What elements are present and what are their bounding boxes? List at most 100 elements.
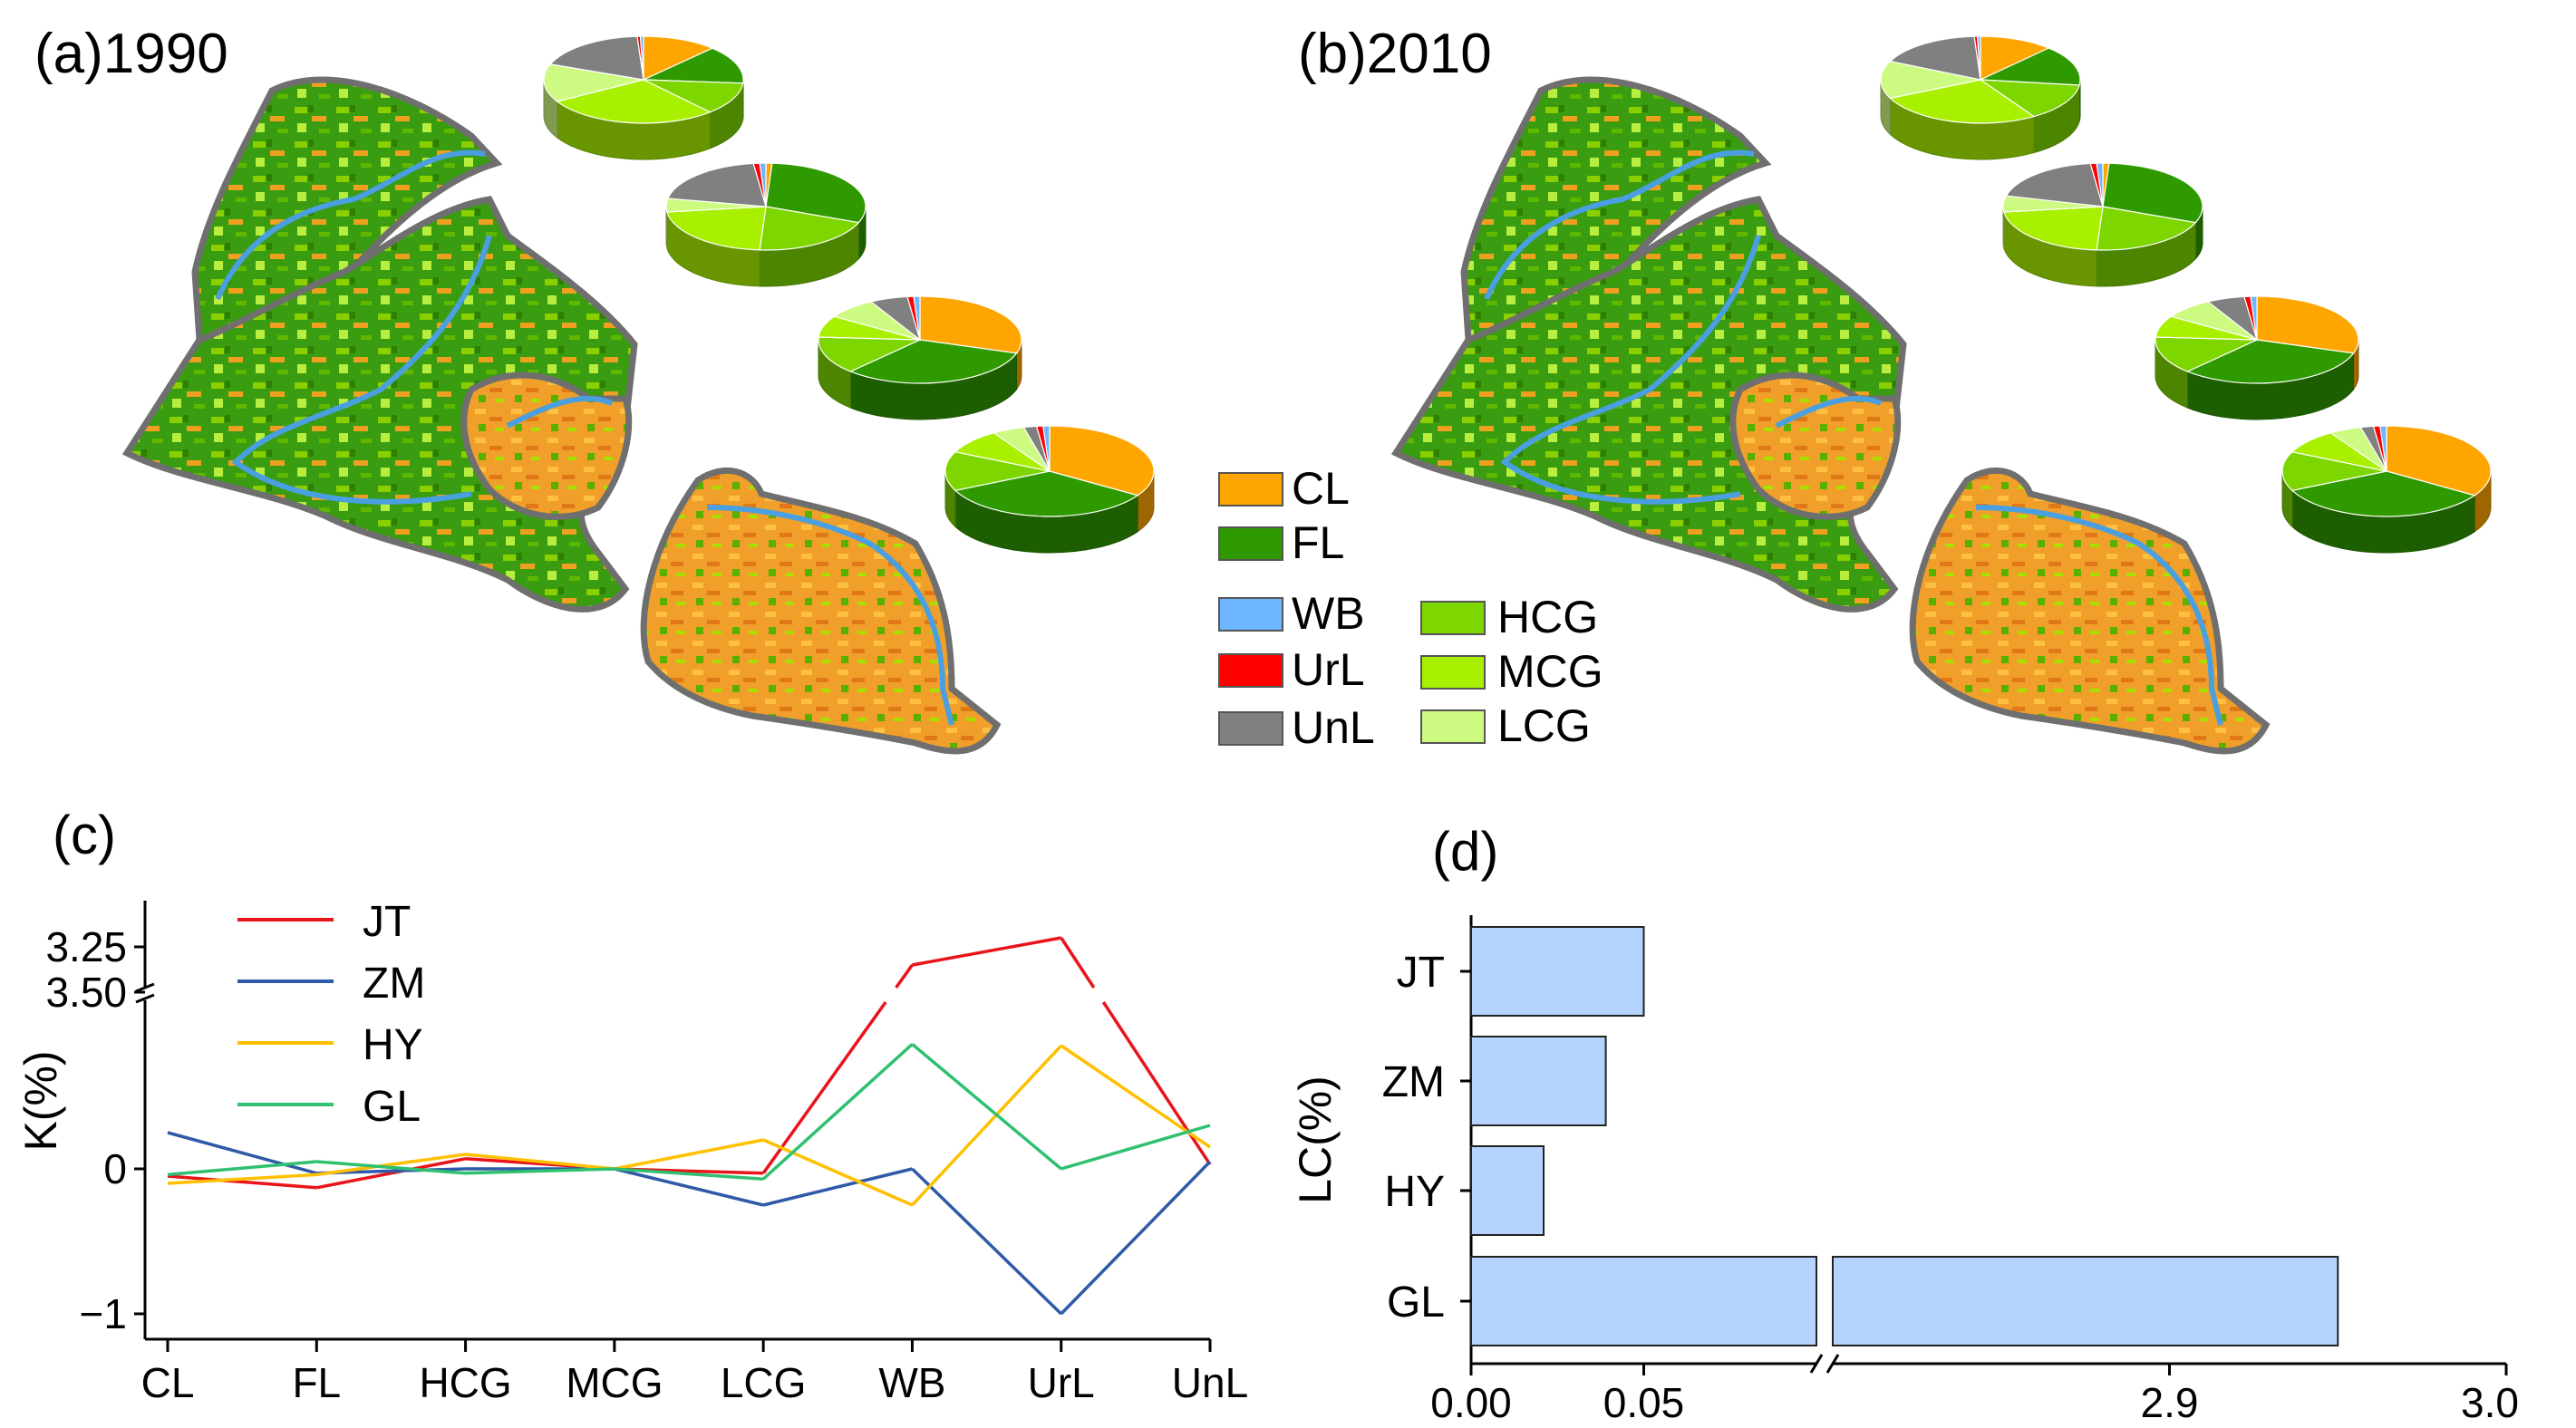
pie-2010-2	[2002, 162, 2203, 287]
line-segment	[762, 1138, 914, 1207]
series-JT	[167, 936, 1212, 1190]
legend-swatch-LCG	[1420, 709, 1486, 744]
bars	[1470, 926, 2339, 1346]
pie-slice-FL	[2290, 470, 2476, 517]
line-segment	[911, 1043, 1062, 1171]
pie-slice-FL	[643, 47, 744, 84]
line-segment	[761, 1000, 887, 1174]
bar-rect	[1832, 1256, 2339, 1346]
y-tick-label: ZM	[1382, 1058, 1445, 1106]
series-GL	[167, 1043, 1211, 1181]
x-tick-label: WB	[878, 1359, 945, 1406]
pie-slice-CL	[1980, 35, 2050, 81]
legend-label-HY: HY	[363, 1021, 423, 1069]
legend-label-UrL: UrL	[1292, 644, 1365, 695]
pie-2010-1	[1880, 35, 2081, 160]
x-tick-label: LCG	[721, 1359, 807, 1406]
legend-swatch-MCG	[1420, 655, 1486, 690]
watershed-gl	[1909, 467, 2271, 755]
line-segment	[895, 963, 914, 989]
legend-swatch-FL	[1218, 526, 1283, 561]
line-segment	[911, 1167, 1062, 1316]
x-tick-label: 3.0	[2461, 1379, 2519, 1426]
pie-slice-LCG	[543, 63, 644, 102]
y-tick-label: GL	[1387, 1278, 1445, 1327]
x-tick-label: FL	[292, 1359, 341, 1406]
pie-slice-UnL	[1889, 35, 1981, 81]
pie-slice-UnL	[667, 162, 767, 207]
pie-slice-FL	[2185, 339, 2355, 384]
pie-slice-HCG	[818, 336, 921, 372]
line-segment	[167, 1131, 317, 1175]
bar-JT	[1470, 926, 1645, 1017]
pie-slice-WB	[1042, 425, 1051, 472]
line-segment	[465, 1167, 615, 1175]
line-segment	[1060, 937, 1096, 989]
pie-charts-2010	[1880, 35, 2492, 554]
pie-slice-WB	[639, 35, 644, 81]
pie-slice-HCG	[759, 206, 860, 251]
panel-label-a: (a)1990	[34, 23, 228, 85]
line-segment	[1101, 1001, 1212, 1166]
x-ticks: CL FL HCG MCG LCG WB UrL UnL	[141, 1339, 1248, 1406]
line-segment	[761, 1043, 914, 1181]
pie-slice-HCG	[2281, 451, 2387, 491]
x-tick-label: UrL	[1028, 1359, 1095, 1406]
pie-charts-1990	[543, 35, 1155, 554]
series-HY	[167, 1044, 1211, 1207]
river-1990	[215, 150, 954, 726]
pie-slice-WB	[913, 295, 921, 341]
line-segment	[167, 1160, 317, 1177]
y-tick-label: 3.50	[45, 969, 127, 1016]
legend-swatch-WB	[1218, 597, 1283, 632]
pie-side	[543, 79, 744, 160]
x-tick-label: 0.00	[1430, 1379, 1512, 1426]
x-ticks: 0.00 0.05 2.9 3.0	[1430, 1364, 2519, 1426]
panel-label-b: (b)2010	[1298, 23, 1492, 85]
legend-label-UnL: UnL	[1292, 702, 1375, 753]
pie-slice-FL	[2102, 162, 2203, 224]
pie-2010-4	[2281, 425, 2492, 554]
bar-ZM	[1470, 1036, 1607, 1126]
pie-slice-HCG	[643, 79, 744, 113]
x-tick-label: 2.9	[2141, 1379, 2199, 1426]
river-2010	[1484, 150, 2223, 726]
y-tick-label: −1	[80, 1290, 127, 1337]
x-tick-label: 0.05	[1603, 1379, 1685, 1426]
y-axis-title: K(%)	[15, 1050, 66, 1151]
line-segment	[1060, 1124, 1211, 1171]
legend-label-MCG: MCG	[1497, 646, 1603, 697]
pie-slice-HCG	[1978, 79, 2080, 118]
panel-label-d: (d)	[1432, 821, 1498, 882]
pie-slice-HCG	[2096, 206, 2197, 251]
pie-slice-WB	[2379, 425, 2387, 472]
legend-swatch-CL	[1218, 472, 1283, 507]
pie-1990-2	[665, 162, 867, 287]
pie-slice-LCG	[1880, 60, 1981, 100]
y-tick-label: HY	[1384, 1168, 1445, 1216]
line-segment	[1060, 1044, 1211, 1149]
legend-label-CL: CL	[1292, 463, 1350, 514]
pie-side	[2281, 470, 2492, 554]
legend-label-HCG: HCG	[1497, 592, 1598, 642]
watershed-gl	[640, 467, 1002, 755]
legend-label-LCG: LCG	[1497, 700, 1591, 751]
series-ZM	[167, 1131, 1212, 1316]
pie-slice-MCG	[666, 206, 767, 251]
pie-slice-MCG	[2003, 206, 2104, 251]
bar-rect	[1470, 1256, 1817, 1346]
line-segment	[465, 1153, 615, 1171]
y-axis-title: LC(%)	[1290, 1076, 1341, 1204]
y-tick-label: 0	[103, 1145, 127, 1192]
pie-slice-WB	[1976, 35, 1981, 81]
x-tick-label: UnL	[1172, 1359, 1248, 1406]
line-segment	[911, 1044, 1062, 1207]
pie-slice-FL	[954, 470, 1139, 517]
line-segment	[1060, 1160, 1212, 1316]
series-lines	[167, 936, 1212, 1316]
pie-1990-1	[543, 35, 744, 160]
pie-slice-HCG	[944, 451, 1051, 491]
line-segment	[912, 936, 1062, 967]
pie-1990-4	[944, 425, 1155, 554]
legend-swatch-UnL	[1218, 711, 1283, 746]
